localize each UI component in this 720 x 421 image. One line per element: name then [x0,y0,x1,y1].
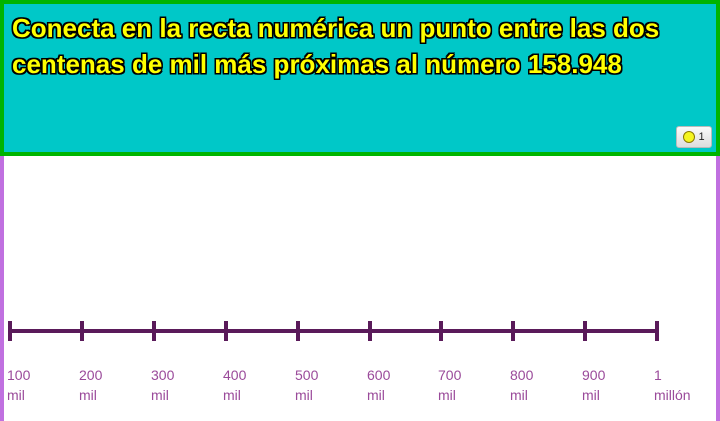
tick-label-unit: mil [151,387,169,403]
tick-mark[interactable] [583,321,587,341]
tick-label: 800 mil [510,365,533,405]
tick-label-number: 500 [295,367,319,383]
tick-label: 400 mil [223,365,246,405]
tick-mark[interactable] [296,321,300,341]
tick-label: 700 mil [438,365,461,405]
tick-mark[interactable] [224,321,228,341]
tick-mark[interactable] [655,321,659,341]
question-header: Conecta en la recta numérica un punto en… [0,0,720,156]
tick-label: 100 mil [7,365,30,405]
tick-label-number: 400 [223,367,247,383]
tick-mark[interactable] [511,321,515,341]
tick-label: 900 mil [582,365,605,405]
points-value: 1 [698,131,705,143]
tick-label: 600 mil [367,365,390,405]
tick-label-unit: mil [223,387,241,403]
tick-label-number: 800 [510,367,534,383]
number-line [10,329,658,333]
tick-label-unit: millón [654,387,691,403]
tick-label-unit: mil [510,387,528,403]
right-border [716,156,720,421]
tick-mark[interactable] [8,321,12,341]
tick-label-unit: mil [367,387,385,403]
tick-mark[interactable] [152,321,156,341]
tick-label-unit: mil [79,387,97,403]
tick-mark[interactable] [368,321,372,341]
tick-label: 500 mil [295,365,318,405]
tick-label-number: 300 [151,367,175,383]
tick-label-unit: mil [582,387,600,403]
coin-icon [683,131,696,143]
tick-label-number: 900 [582,367,606,383]
tick-mark[interactable] [80,321,84,341]
tick-mark[interactable] [439,321,443,341]
tick-label-unit: mil [438,387,456,403]
tick-label: 200 mil [79,365,102,405]
points-badge: 1 [676,126,712,148]
tick-label: 300 mil [151,365,174,405]
tick-label-number: 100 [7,367,31,383]
question-text: Conecta en la recta numérica un punto en… [12,13,660,79]
tick-label-unit: mil [295,387,313,403]
tick-label-number: 600 [367,367,391,383]
tick-label-number: 200 [79,367,103,383]
tick-label-number: 1 [654,367,662,383]
tick-label-unit: mil [7,387,25,403]
left-border [0,156,4,421]
tick-label: 1 millón [654,365,691,405]
tick-label-number: 700 [438,367,462,383]
